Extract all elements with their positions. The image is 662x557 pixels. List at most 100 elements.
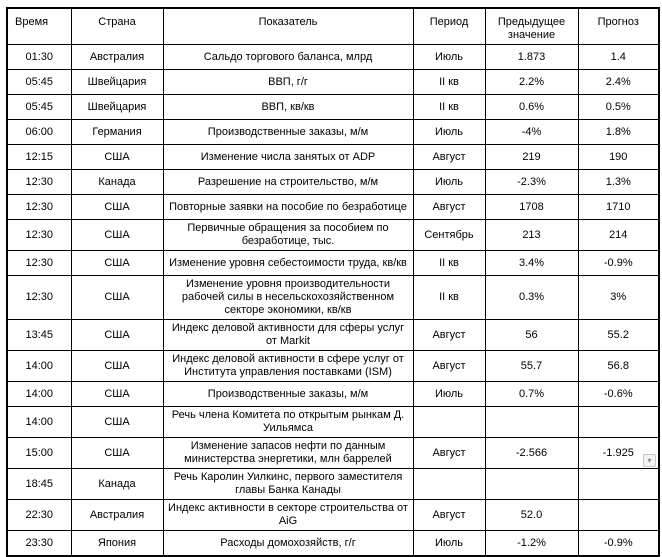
cell-country: США xyxy=(70,319,164,351)
cell-indicator: ВВП, кв/кв xyxy=(162,94,414,120)
cell-country: США xyxy=(70,194,164,220)
cell-previous: 1708 xyxy=(484,194,579,220)
table-row: 12:15 США Изменение числа занятых от ADP Ав… xyxy=(6,144,660,170)
cell-time: 12:30 xyxy=(6,194,72,220)
cell-forecast xyxy=(577,499,660,531)
cell-country: Япония xyxy=(70,530,164,557)
table-row: 05:45 Швейцария ВВП, г/г II кв 2.2% 2.4% xyxy=(6,69,660,95)
cell-period: Июль xyxy=(412,119,486,145)
table-row: 15:00 США Изменение запасов нефти по данны… xyxy=(6,437,660,469)
cell-period: Сентябрь xyxy=(412,219,486,251)
table-row: 01:30 Австралия Сальдо торгового баланса, … xyxy=(6,44,660,70)
cell-country: Германия xyxy=(70,119,164,145)
cell-previous: 2.2% xyxy=(484,69,579,95)
cell-indicator: Сальдо торгового баланса, млрд xyxy=(162,44,414,70)
cell-forecast: 1.8% xyxy=(577,119,660,145)
cell-country: Канада xyxy=(70,169,164,195)
cell-forecast: 2.4% xyxy=(577,69,660,95)
table-row: 06:00 Германия Производственные заказы, м/… xyxy=(6,119,660,145)
cell-previous: 0.7% xyxy=(484,381,579,407)
cell-indicator: Изменение уровня производительности рабо… xyxy=(162,275,414,320)
cell-period: Август xyxy=(412,437,486,469)
table-row: 05:45 Швейцария ВВП, кв/кв II кв 0.6% 0.5% xyxy=(6,94,660,120)
cell-time: 12:30 xyxy=(6,169,72,195)
table-row: 12:30 США Изменение уровня себестоимости т… xyxy=(6,250,660,276)
cell-previous: -4% xyxy=(484,119,579,145)
cell-forecast: -0.9% xyxy=(577,250,660,276)
cell-previous xyxy=(484,468,579,500)
cell-country: США xyxy=(70,437,164,469)
cell-time: 13:45 xyxy=(6,319,72,351)
cell-indicator: Изменение уровня себестоимости труда, кв… xyxy=(162,250,414,276)
cell-indicator: Производственные заказы, м/м xyxy=(162,381,414,407)
cell-period: II кв xyxy=(412,250,486,276)
cell-previous: 0.6% xyxy=(484,94,579,120)
cell-indicator: Расходы домохозяйств, г/г xyxy=(162,530,414,557)
table-body: 01:30 Австралия Сальдо торгового баланса, … xyxy=(6,44,660,557)
cell-period: Июль xyxy=(412,381,486,407)
cell-previous: 56 xyxy=(484,319,579,351)
cell-indicator: ВВП, г/г xyxy=(162,69,414,95)
table-row: 12:30 США Повторные заявки на пособие по б… xyxy=(6,194,660,220)
cell-time: 14:00 xyxy=(6,350,72,382)
cell-forecast xyxy=(577,406,660,438)
cell-previous: 3.4% xyxy=(484,250,579,276)
cell-time: 12:30 xyxy=(6,275,72,320)
cell-time: 12:30 xyxy=(6,219,72,251)
cell-forecast: 56.8 xyxy=(577,350,660,382)
table-row: 18:45 Канада Речь Каролин Уилкинс, первого… xyxy=(6,468,660,500)
cell-time: 18:45 xyxy=(6,468,72,500)
cell-indicator: Повторные заявки на пособие по безработи… xyxy=(162,194,414,220)
cell-period: Июль xyxy=(412,44,486,70)
cell-period: II кв xyxy=(412,94,486,120)
table-row: 14:00 США Речь члена Комитета по открытым … xyxy=(6,406,660,438)
cell-indicator: Речь члена Комитета по открытым рынкам Д… xyxy=(162,406,414,438)
cell-forecast: 1710 xyxy=(577,194,660,220)
cell-previous: 219 xyxy=(484,144,579,170)
cell-period: II кв xyxy=(412,275,486,320)
cell-period: Июль xyxy=(412,530,486,557)
cell-period xyxy=(412,468,486,500)
cell-indicator: Речь Каролин Уилкинс, первого заместител… xyxy=(162,468,414,500)
cell-country: Канада xyxy=(70,468,164,500)
scroll-down-button[interactable]: ▾ xyxy=(643,454,656,467)
cell-time: 22:30 xyxy=(6,499,72,531)
cell-time: 06:00 xyxy=(6,119,72,145)
header-row: Время Страна Показатель Период Предыдущее зн… xyxy=(6,7,660,45)
cell-previous: -2.566 xyxy=(484,437,579,469)
cell-indicator: Индекс активности в секторе строительств… xyxy=(162,499,414,531)
cell-indicator: Первичные обращения за пособием по безра… xyxy=(162,219,414,251)
cell-indicator: Индекс деловой активности в сфере услуг … xyxy=(162,350,414,382)
cell-time: 23:30 xyxy=(6,530,72,557)
cell-period xyxy=(412,406,486,438)
cell-previous xyxy=(484,406,579,438)
cell-previous: 213 xyxy=(484,219,579,251)
cell-period: Август xyxy=(412,144,486,170)
column-header-forecast: Прогноз xyxy=(577,7,660,45)
cell-forecast: 190 xyxy=(577,144,660,170)
cell-period: Август xyxy=(412,350,486,382)
cell-time: 01:30 xyxy=(6,44,72,70)
column-header-indicator: Показатель xyxy=(162,7,414,45)
cell-country: США xyxy=(70,275,164,320)
cell-forecast: 1.3% xyxy=(577,169,660,195)
cell-period: Август xyxy=(412,319,486,351)
cell-country: США xyxy=(70,219,164,251)
cell-forecast: 3% xyxy=(577,275,660,320)
cell-country: Австралия xyxy=(70,499,164,531)
cell-previous: 55.7 xyxy=(484,350,579,382)
table-row: 12:30 США Изменение уровня производительно… xyxy=(6,275,660,320)
cell-country: Австралия xyxy=(70,44,164,70)
column-header-previous: Предыдущее значение xyxy=(484,7,579,45)
cell-period: Август xyxy=(412,194,486,220)
cell-period: Июль xyxy=(412,169,486,195)
cell-country: США xyxy=(70,250,164,276)
cell-country: США xyxy=(70,144,164,170)
cell-time: 05:45 xyxy=(6,94,72,120)
cell-forecast xyxy=(577,468,660,500)
cell-previous: -2.3% xyxy=(484,169,579,195)
cell-time: 12:15 xyxy=(6,144,72,170)
cell-country: США xyxy=(70,406,164,438)
table-row: 14:00 США Производственные заказы, м/м Июль… xyxy=(6,381,660,407)
cell-previous: 52.0 xyxy=(484,499,579,531)
